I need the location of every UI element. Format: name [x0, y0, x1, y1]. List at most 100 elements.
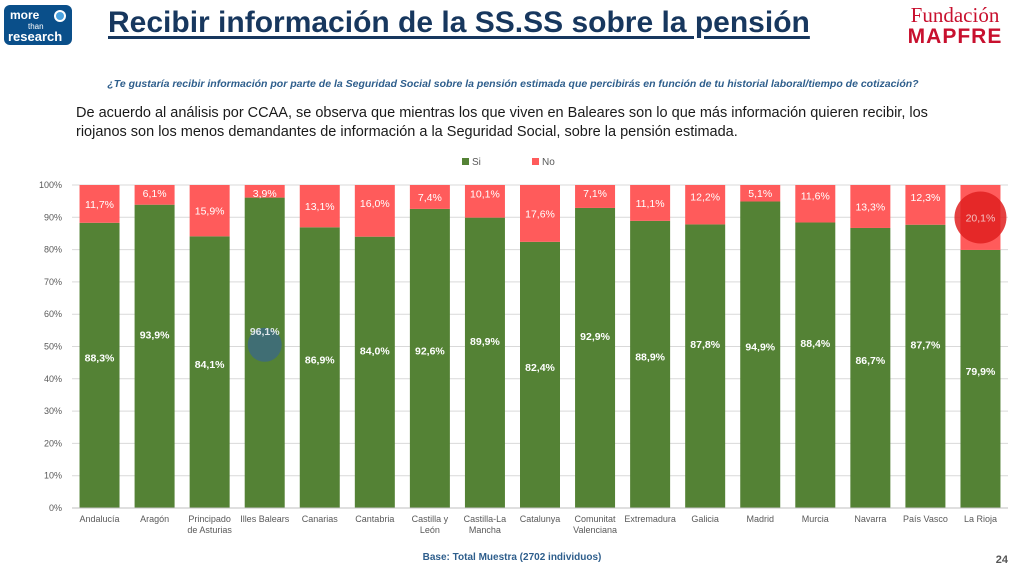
bar-si [905, 224, 946, 508]
data-label-no: 13,1% [305, 201, 335, 213]
x-tick-label: Aragón [140, 514, 169, 524]
x-tick-label: León [420, 525, 440, 535]
summary-text: De acuerdo al análisis por CCAA, se obse… [76, 105, 928, 140]
bar-si [354, 236, 395, 508]
bar-si [575, 207, 616, 509]
bar-si [685, 224, 726, 508]
bar-no [575, 185, 616, 208]
data-label-no: 13,3% [855, 201, 885, 213]
y-tick-label: 10% [44, 471, 62, 481]
highlight-circle-si [247, 327, 282, 362]
x-tick-label: La Rioja [964, 514, 997, 524]
y-tick-label: 20% [44, 438, 62, 448]
y-tick-label: 30% [44, 406, 62, 416]
data-label-no: 16,0% [360, 198, 390, 210]
x-tick-label: Comunitat [575, 514, 617, 524]
bar-no [740, 185, 781, 202]
x-tick-label: Cantabria [355, 514, 394, 524]
bar-si [79, 222, 120, 508]
more-than-research-logo: more than research [4, 5, 72, 45]
bar-si [960, 249, 1001, 508]
bar-no [464, 185, 505, 218]
bar-no [189, 185, 230, 237]
data-label-si: 88,4% [800, 338, 830, 350]
x-tick-label: Navarra [854, 514, 886, 524]
y-tick-label: 0% [49, 503, 62, 513]
fundacion-mapfre-logo: Fundación MAPFRE [900, 4, 1010, 48]
survey-question: ¿Te gustaría recibir información por par… [107, 78, 919, 90]
legend-label-si: Si [472, 157, 481, 168]
data-label-no: 7,1% [583, 188, 607, 200]
base-note: Base: Total Muestra (2702 individuos) [422, 552, 602, 563]
data-label-si: 86,7% [855, 355, 885, 367]
logo-text-more: more [10, 8, 40, 22]
legend-label-no: No [542, 157, 555, 168]
bar-si [520, 241, 560, 508]
y-tick-label: 60% [44, 309, 62, 319]
stacked-bar-chart: 0% 10% 20% 30% 40% 50% 60% 70% 80% 90% 100% Si No 88,… [39, 157, 1008, 535]
logo-text-than: than [28, 22, 44, 31]
x-tick-label: País Vasco [903, 514, 948, 524]
bar-no [299, 185, 340, 228]
brand-line-1: Fundación [910, 3, 1000, 27]
data-label-no: 11,7% [85, 199, 114, 211]
highlight-circle-no [954, 191, 1007, 244]
data-label-si: 94,9% [745, 342, 775, 354]
x-tick-label: Castilla-La [464, 514, 507, 524]
data-label-si: 92,6% [415, 345, 445, 357]
data-label-si: 87,8% [690, 339, 720, 351]
bar-si [850, 227, 891, 509]
data-label-si: 84,1% [195, 359, 225, 371]
y-tick-label: 50% [44, 342, 62, 352]
x-tick-label: Castilla y [412, 514, 449, 524]
data-label-si: 82,4% [525, 362, 555, 374]
data-label-si: 86,9% [305, 355, 335, 367]
data-label-no: 3,9% [253, 188, 277, 200]
data-label-no: 15,9% [195, 206, 225, 218]
x-tick-label: de Asturias [187, 525, 232, 535]
bar-no [134, 185, 175, 205]
data-label-si: 96,1% [250, 326, 280, 338]
bar-si [464, 217, 505, 509]
data-label-no: 12,2% [690, 192, 720, 204]
x-tick-label: Murcia [802, 514, 829, 524]
x-tick-label: Mancha [469, 525, 501, 535]
data-label-si: 93,9% [140, 329, 170, 341]
data-label-no: 17,6% [525, 208, 555, 220]
bar-no [354, 185, 395, 237]
page-number: 24 [995, 554, 1008, 566]
bar-si [795, 222, 836, 508]
bar-si [630, 220, 671, 508]
bar-no [685, 185, 726, 225]
x-tick-label: Andalucía [80, 514, 120, 524]
x-tick-label: Madrid [746, 514, 774, 524]
brand-line-2: MAPFRE [907, 25, 1003, 48]
bar-no [79, 185, 120, 223]
y-tick-label: 70% [44, 277, 62, 287]
y-tick-label: 80% [44, 245, 62, 255]
legend-swatch-no [532, 158, 539, 165]
x-tick-label: Canarias [302, 514, 339, 524]
page-title: Recibir información de la SS.SS sobre la… [108, 6, 810, 39]
x-tick-label: Catalunya [520, 514, 561, 524]
data-label-si: 88,9% [635, 351, 665, 363]
bar-si [299, 227, 340, 509]
bar-si [409, 208, 450, 508]
x-tick-label: Extremadura [624, 514, 676, 524]
data-label-no: 11,6% [801, 191, 830, 203]
data-label-si: 79,9% [966, 366, 996, 378]
x-tick-label: Galicia [691, 514, 719, 524]
bar-no [409, 185, 450, 209]
data-label-no: 11,1% [636, 198, 665, 210]
x-tick-label: Valenciana [573, 525, 617, 535]
y-tick-label: 100% [39, 180, 62, 190]
bar-no [630, 185, 671, 221]
data-label-no: 6,1% [143, 188, 167, 200]
data-label-no: 7,4% [418, 192, 442, 204]
legend-swatch-si [462, 158, 469, 165]
data-label-si: 92,9% [580, 331, 610, 343]
data-label-si: 88,3% [85, 352, 115, 364]
bar-no [850, 185, 891, 228]
data-label-no: 20,1% [966, 212, 996, 224]
data-label-si: 89,9% [470, 336, 500, 348]
